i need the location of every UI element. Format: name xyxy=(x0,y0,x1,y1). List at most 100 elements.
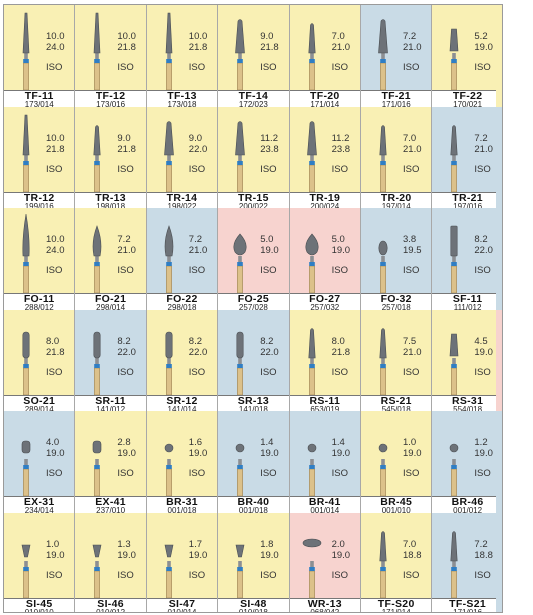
bur-illustration xyxy=(22,331,30,395)
bur-cell: 10.0 24.0 ISO TF-11 173/014 xyxy=(4,5,76,109)
iso-number: 173/018 xyxy=(167,100,197,109)
bur-head xyxy=(22,331,30,358)
bur-illustration xyxy=(21,544,31,598)
bur-length-value: 5.2 xyxy=(474,31,488,42)
bur-row: 10.0 21.8 ISO TR-12 199/016 9.0 21.8 ISO TR-13 19… xyxy=(4,106,502,211)
bur-code: TR-12 xyxy=(23,191,55,204)
color-band xyxy=(308,160,315,165)
neck xyxy=(166,53,171,59)
color-band xyxy=(237,262,243,266)
bur-cell: 5.2 19.0 ISO TF-22 170/021 xyxy=(432,5,502,109)
color-band xyxy=(23,59,29,63)
neck xyxy=(381,560,385,567)
iso-label: ISO xyxy=(188,468,206,479)
bur-illustration xyxy=(302,538,321,598)
neck xyxy=(166,256,171,262)
bur-panel: 1.4 19.0 ISO xyxy=(289,411,360,497)
bur-length-value: 7.2 xyxy=(403,31,417,42)
bur-total-value: 19.0 xyxy=(474,346,493,358)
shank xyxy=(94,62,101,90)
bur-head xyxy=(450,28,459,52)
bur-head xyxy=(378,240,388,256)
bur-cell: 8.2 22.0 ISO SR-11 141/012 xyxy=(75,309,147,413)
bur-panel: 7.2 21.0 ISO xyxy=(75,208,146,294)
bur-head xyxy=(94,12,101,54)
bur-cell: 10.0 21.8 ISO TR-12 199/016 xyxy=(4,106,76,210)
neck xyxy=(166,459,171,465)
neck xyxy=(24,256,28,262)
shank xyxy=(94,367,101,395)
bur-panel: 7.2 21.0 ISO xyxy=(432,106,502,193)
bur-head xyxy=(379,530,387,561)
bur-cell: 7.0 21.0 ISO TF-20 171/014 xyxy=(289,5,361,109)
bur-cell: 7.2 21.0 ISO TR-21 197/016 xyxy=(432,106,502,210)
bur-cell: 8.2 22.0 ISO SR-13 141/018 xyxy=(218,309,290,413)
bur-total-value: 19.0 xyxy=(331,549,351,561)
bur-cell: 1.4 19.0 ISO BR-41 001/014 xyxy=(289,411,361,515)
bur-illustration xyxy=(235,19,246,90)
bur-head xyxy=(450,443,459,453)
iso-number: 141/014 xyxy=(167,404,197,414)
shank xyxy=(451,570,458,598)
bur-head xyxy=(93,440,102,454)
bur-code: TR-14 xyxy=(166,191,198,204)
shank xyxy=(23,62,29,90)
shank xyxy=(23,265,29,293)
neck xyxy=(452,256,457,262)
color-band xyxy=(237,465,243,469)
bur-cell: 3.8 19.5 ISO FO-32 257/018 xyxy=(361,208,433,312)
bur-length-value: 1.2 xyxy=(474,437,488,448)
neck xyxy=(166,154,171,161)
bur-illustration xyxy=(93,544,102,598)
bur-illustration xyxy=(236,331,244,395)
color-band xyxy=(94,465,101,469)
bur-illustration xyxy=(164,443,174,496)
bur-cell: 7.2 21.0 ISO TF-21 171/016 xyxy=(361,5,433,109)
bur-head xyxy=(379,327,387,358)
iso-label: ISO xyxy=(46,366,63,378)
bur-panel: 1.6 19.0 ISO xyxy=(146,411,218,497)
iso-number: 554/018 xyxy=(453,404,483,414)
bur-illustration xyxy=(378,19,388,90)
bur-panel: 7.0 21.0 ISO xyxy=(289,5,360,91)
bur-head xyxy=(378,19,388,54)
bur-illustration xyxy=(379,124,387,192)
color-band xyxy=(165,59,172,63)
color-band xyxy=(94,363,101,368)
bur-code: TF-11 xyxy=(24,90,54,102)
shank xyxy=(451,265,458,293)
iso-label: ISO xyxy=(117,366,134,378)
color-band xyxy=(23,566,29,571)
bur-illustration xyxy=(164,225,174,293)
iso-label: ISO xyxy=(260,265,277,276)
bur-code: TR-15 xyxy=(238,191,269,204)
bur-length-value: 10.0 xyxy=(46,132,65,144)
iso-number: 198/018 xyxy=(96,201,126,211)
iso-number: 289/014 xyxy=(24,404,54,414)
neck xyxy=(452,459,457,465)
bur-code: TF-12 xyxy=(95,90,126,102)
color-band xyxy=(308,566,315,571)
shank xyxy=(308,164,315,192)
bur-length-value: 1.7 xyxy=(188,538,203,550)
neck xyxy=(309,357,314,364)
iso-number: 257/032 xyxy=(310,303,340,312)
iso-number: 200/024 xyxy=(310,201,340,211)
bur-illustration xyxy=(163,120,174,192)
iso-number: 001/010 xyxy=(381,506,411,515)
bur-total-value: 21.8 xyxy=(260,42,279,53)
bur-cell: 1.6 19.0 ISO BR-31 001/018 xyxy=(146,411,219,515)
bur-cell: 8.0 21.8 ISO RS-11 653/019 xyxy=(289,309,361,413)
bur-length-value: 7.2 xyxy=(474,538,488,550)
bur-panel: 1.0 19.0 ISO xyxy=(361,411,432,497)
color-band xyxy=(23,465,29,469)
bur-total-value: 22.0 xyxy=(117,346,136,358)
neck xyxy=(238,53,242,59)
bur-head xyxy=(305,233,319,256)
bur-head xyxy=(450,530,458,561)
neck xyxy=(309,459,314,465)
bur-code: FO-22 xyxy=(166,293,198,305)
iso-number: 288/012 xyxy=(24,303,54,312)
bur-code: BR-31 xyxy=(166,496,198,508)
color-band xyxy=(451,465,458,469)
